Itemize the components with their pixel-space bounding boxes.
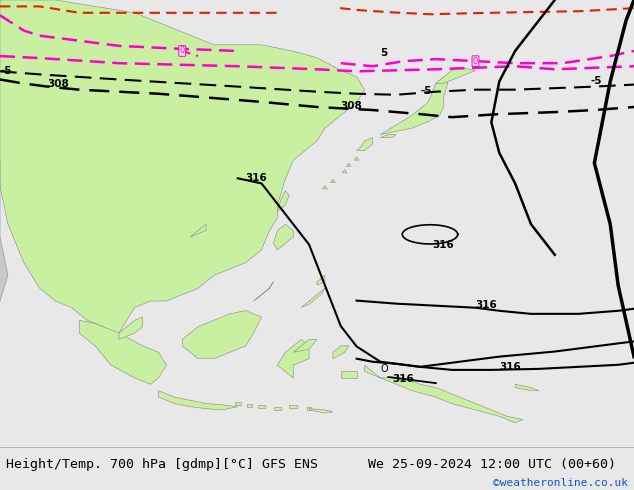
Polygon shape (235, 402, 241, 405)
Text: -5: -5 (0, 66, 11, 76)
Polygon shape (273, 224, 294, 250)
Polygon shape (278, 191, 289, 211)
Text: 308: 308 (48, 78, 69, 89)
Polygon shape (380, 135, 396, 138)
Polygon shape (436, 67, 476, 83)
Polygon shape (307, 407, 311, 410)
Polygon shape (342, 170, 347, 173)
Text: 316: 316 (476, 300, 497, 310)
Text: -5: -5 (590, 75, 602, 86)
Polygon shape (247, 404, 252, 407)
Polygon shape (79, 320, 167, 384)
Polygon shape (380, 77, 448, 135)
Text: We 25-09-2024 12:00 UTC (00+60): We 25-09-2024 12:00 UTC (00+60) (368, 458, 616, 470)
Polygon shape (183, 311, 262, 359)
Text: 316: 316 (246, 173, 268, 183)
Text: 0: 0 (179, 47, 185, 55)
Polygon shape (515, 384, 539, 391)
Text: -5: -5 (420, 86, 432, 96)
Polygon shape (323, 186, 327, 189)
Polygon shape (158, 391, 238, 410)
Text: O: O (380, 364, 388, 374)
Polygon shape (301, 288, 325, 307)
Polygon shape (289, 405, 297, 408)
Polygon shape (190, 224, 206, 237)
Polygon shape (275, 407, 281, 410)
Text: 316: 316 (500, 362, 521, 372)
Polygon shape (278, 340, 309, 378)
Text: Height/Temp. 700 hPa [gdmp][°C] GFS ENS: Height/Temp. 700 hPa [gdmp][°C] GFS ENS (6, 458, 318, 470)
Polygon shape (333, 346, 349, 359)
Polygon shape (346, 163, 351, 167)
Polygon shape (309, 409, 333, 413)
Polygon shape (356, 138, 373, 150)
Polygon shape (294, 340, 317, 352)
Text: 5: 5 (380, 48, 387, 58)
Text: 0: 0 (473, 57, 478, 66)
Polygon shape (0, 160, 8, 307)
Text: 316: 316 (392, 374, 414, 384)
Polygon shape (257, 405, 266, 408)
Text: 308: 308 (341, 101, 363, 111)
Polygon shape (317, 275, 325, 285)
Text: ©weatheronline.co.uk: ©weatheronline.co.uk (493, 478, 628, 488)
Polygon shape (254, 282, 273, 301)
Polygon shape (0, 0, 365, 340)
Text: 316: 316 (432, 240, 454, 249)
Polygon shape (354, 157, 359, 160)
Polygon shape (341, 371, 356, 378)
Polygon shape (119, 317, 143, 340)
Polygon shape (365, 365, 523, 423)
Polygon shape (330, 179, 335, 183)
